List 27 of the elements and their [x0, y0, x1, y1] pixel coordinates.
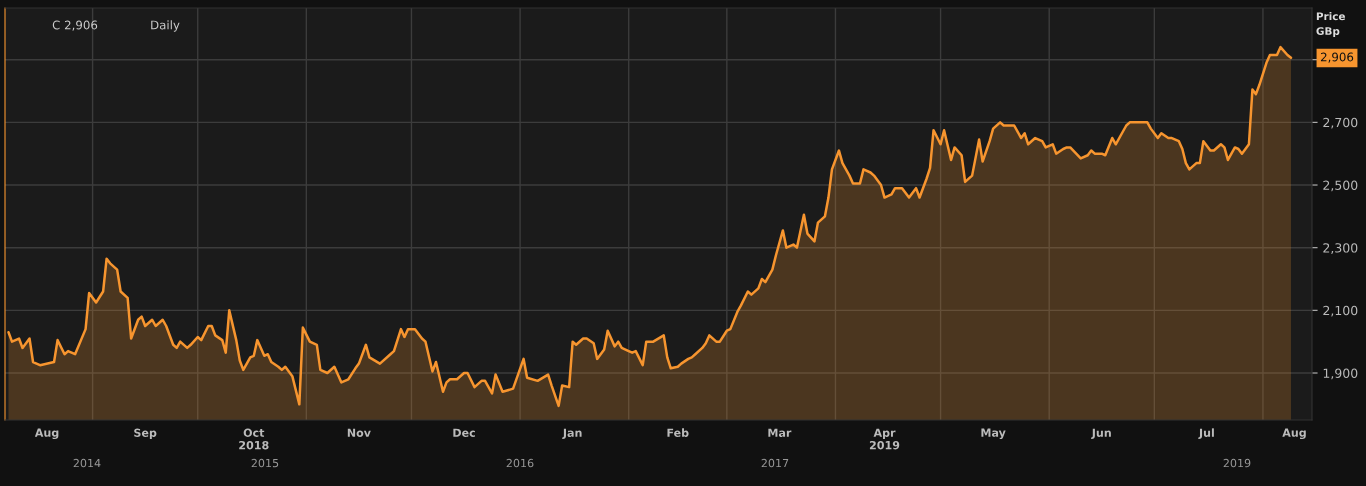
text: 2,906: [1320, 52, 1354, 63]
annotation: C 2,906: [52, 20, 98, 31]
y-tick-label: 2,300: [1323, 243, 1358, 254]
x-tick-label: Nov: [347, 428, 371, 437]
y-tick-label: 2,500: [1323, 180, 1358, 192]
x-tick-label: Aug: [1282, 428, 1306, 440]
x-tick-label: Apr 2019: [869, 428, 900, 450]
y-tick-label: 1,900: [1323, 368, 1358, 380]
annotation: Daily: [151, 20, 180, 32]
x-tick-label: Oct 2018: [239, 428, 269, 450]
x-tick-label: Jun: [1091, 428, 1111, 439]
x-tick-label: Mar: [768, 428, 792, 437]
x-tick-label: Dec: [453, 428, 475, 437]
x-tick-label: Jul: [1198, 428, 1214, 439]
text: 2019: [1223, 458, 1251, 468]
y-axis-title: Price GBp: [1316, 12, 1345, 38]
x-tick-label: Feb: [667, 428, 689, 437]
x-tick-label: May: [981, 428, 1006, 440]
y-tick-label: 2,700: [1323, 117, 1358, 129]
y-tick-label: 2,100: [1323, 305, 1358, 317]
x-tick-label: Jan: [562, 428, 582, 439]
text: 2016: [506, 458, 534, 468]
text: 2017: [761, 458, 789, 468]
x-tick-label: Sep: [134, 428, 157, 440]
text: 2015: [251, 458, 279, 468]
text: 2014: [73, 458, 101, 468]
x-tick-label: Aug: [34, 428, 59, 440]
